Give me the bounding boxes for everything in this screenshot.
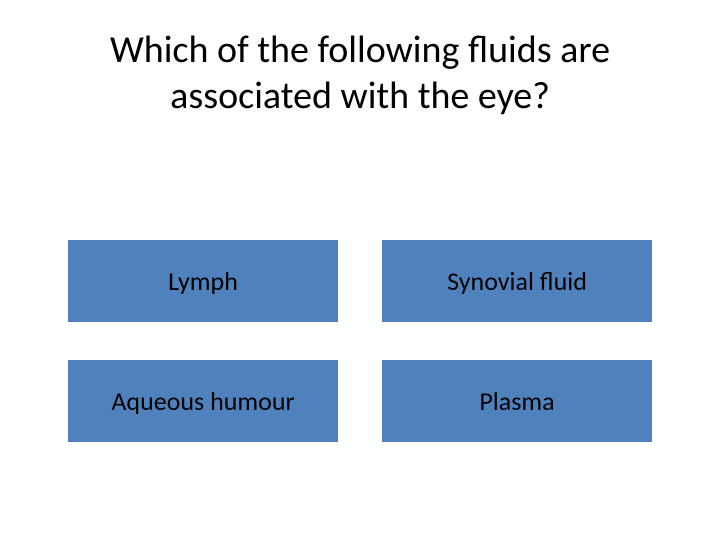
option-aqueous-humour[interactable]: Aqueous humour bbox=[68, 360, 338, 442]
option-synovial-fluid[interactable]: Synovial fluid bbox=[382, 240, 652, 322]
option-lymph[interactable]: Lymph bbox=[68, 240, 338, 322]
options-grid: Lymph Synovial fluid Aqueous humour Plas… bbox=[68, 240, 652, 442]
option-plasma[interactable]: Plasma bbox=[382, 360, 652, 442]
question-text: Which of the following fluids are associ… bbox=[0, 28, 720, 119]
